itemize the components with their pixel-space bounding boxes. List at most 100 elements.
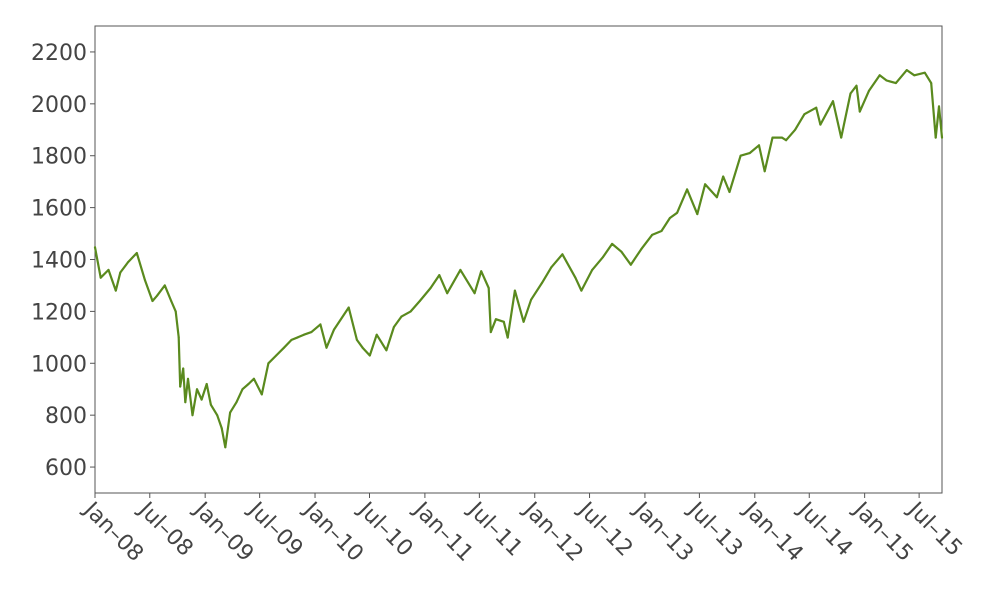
x-tick-label: Jan–09 [188,496,259,567]
data-point [748,152,751,155]
data-point [858,110,861,113]
data-point [418,300,421,302]
data-point [934,136,937,139]
data-point [290,338,293,341]
data-point [409,310,412,313]
data-point [135,252,138,254]
series-line [93,69,944,449]
data-point [310,331,313,334]
data-point [840,136,843,139]
data-point [229,411,232,414]
x-axis: Jan–08Jul–08Jan–09Jul–09Jan–10Jul–10Jan–… [77,493,967,567]
data-point [867,89,870,92]
data-point [191,414,194,417]
data-point [283,346,285,349]
data-point [704,183,707,186]
data-point [179,385,182,388]
data-point [196,388,198,391]
data-point [177,336,180,339]
y-tick-label: 1800 [31,145,87,170]
data-point [580,289,583,292]
data-point [94,246,96,249]
data-point [819,123,822,126]
data-point [473,292,476,295]
data-point [361,346,364,349]
data-point [803,113,806,116]
data-point [170,300,173,302]
data-point [794,128,797,131]
data-point [429,287,432,289]
data-point [260,393,263,396]
y-axis: 600 800 1000 1200 1400 1600 1800 2000 2200 [31,41,95,481]
data-point [676,211,679,214]
data-point [668,217,671,219]
data-point [151,300,154,302]
data-point [375,333,378,336]
data-point [506,336,509,339]
data-point [530,298,533,301]
data-point [941,136,943,139]
data-point [184,401,187,404]
data-point [275,354,278,357]
data-point [224,446,227,449]
data-point [832,100,834,103]
data-point [355,338,358,341]
data-point [591,268,594,271]
data-point [780,136,783,139]
data-point [220,427,223,430]
data-point [758,144,760,147]
data-point [686,188,689,191]
data-point [107,268,110,271]
data-point [174,310,177,313]
data-point [728,191,731,193]
data-point [930,82,933,85]
data-point [611,242,614,245]
data-point [574,276,577,279]
data-point [550,266,553,269]
data-point [487,287,490,289]
data-point [392,326,395,328]
data-point [235,401,238,404]
data-point [522,320,525,323]
data-point [620,250,623,253]
data-point [815,106,818,109]
data-point [156,294,158,297]
data-point [438,274,441,277]
y-tick-label: 800 [45,404,87,429]
data-point [913,74,916,77]
data-point [114,289,117,292]
data-point [302,333,305,336]
data-point [885,79,888,82]
data-point [187,377,189,380]
y-tick-label: 2200 [31,41,87,66]
data-point [347,306,350,309]
data-point [205,383,208,385]
data-point [216,414,219,417]
data-point [785,139,788,142]
y-tick-label: 1600 [31,197,87,222]
data-point [368,354,371,357]
data-point [296,336,299,339]
data-point [267,362,270,365]
data-point [182,367,185,370]
data-point [602,255,605,258]
data-point [489,331,492,334]
data-point [385,349,388,352]
x-tick-label: Jan–08 [77,496,148,567]
data-point [163,284,166,287]
data-point [561,253,564,256]
data-point [894,82,897,85]
data-point [660,230,663,232]
data-point [127,261,130,264]
data-point [715,196,718,199]
plot-frame [94,25,943,494]
data-point [878,74,881,77]
data-point [513,289,516,292]
x-tick-label: Jan–15 [847,496,918,567]
data-point [905,69,908,72]
data-point [739,154,742,157]
data-point [763,170,766,173]
data-point [855,84,858,87]
data-point [144,279,146,282]
